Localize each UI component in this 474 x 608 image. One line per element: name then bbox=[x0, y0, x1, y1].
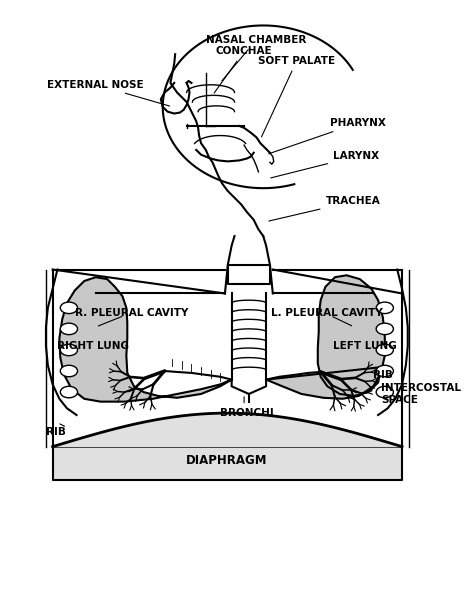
Text: CONCHAE: CONCHAE bbox=[214, 46, 273, 93]
Ellipse shape bbox=[376, 302, 393, 314]
Text: EXTERNAL NOSE: EXTERNAL NOSE bbox=[47, 80, 170, 106]
Text: RIB: RIB bbox=[46, 427, 66, 437]
Text: RIGHT LUNG: RIGHT LUNG bbox=[57, 341, 129, 351]
Text: SOFT PALATE: SOFT PALATE bbox=[258, 56, 335, 137]
Ellipse shape bbox=[376, 386, 393, 398]
Ellipse shape bbox=[60, 386, 78, 398]
Ellipse shape bbox=[60, 365, 78, 377]
Text: L. PLEURAL CAVITY: L. PLEURAL CAVITY bbox=[271, 308, 383, 317]
Ellipse shape bbox=[60, 344, 78, 356]
Ellipse shape bbox=[60, 302, 78, 314]
Ellipse shape bbox=[60, 323, 78, 334]
Polygon shape bbox=[266, 275, 385, 399]
Text: RIB: RIB bbox=[374, 370, 393, 380]
Polygon shape bbox=[59, 277, 232, 402]
Ellipse shape bbox=[376, 365, 393, 377]
Ellipse shape bbox=[376, 344, 393, 356]
Ellipse shape bbox=[376, 323, 393, 334]
Text: PHARYNX: PHARYNX bbox=[269, 118, 386, 154]
Text: BRONCHI: BRONCHI bbox=[220, 409, 274, 418]
Text: NASAL CHAMBER: NASAL CHAMBER bbox=[206, 35, 307, 81]
Polygon shape bbox=[53, 413, 402, 480]
Text: DIAPHRAGM: DIAPHRAGM bbox=[186, 454, 268, 468]
Text: INTERCOSTAL
SPACE: INTERCOSTAL SPACE bbox=[381, 383, 461, 405]
Text: R. PLEURAL CAVITY: R. PLEURAL CAVITY bbox=[75, 308, 188, 317]
Text: TRACHEA: TRACHEA bbox=[269, 196, 380, 221]
Text: LARYNX: LARYNX bbox=[271, 151, 379, 178]
Text: LEFT LUNG: LEFT LUNG bbox=[334, 341, 397, 351]
